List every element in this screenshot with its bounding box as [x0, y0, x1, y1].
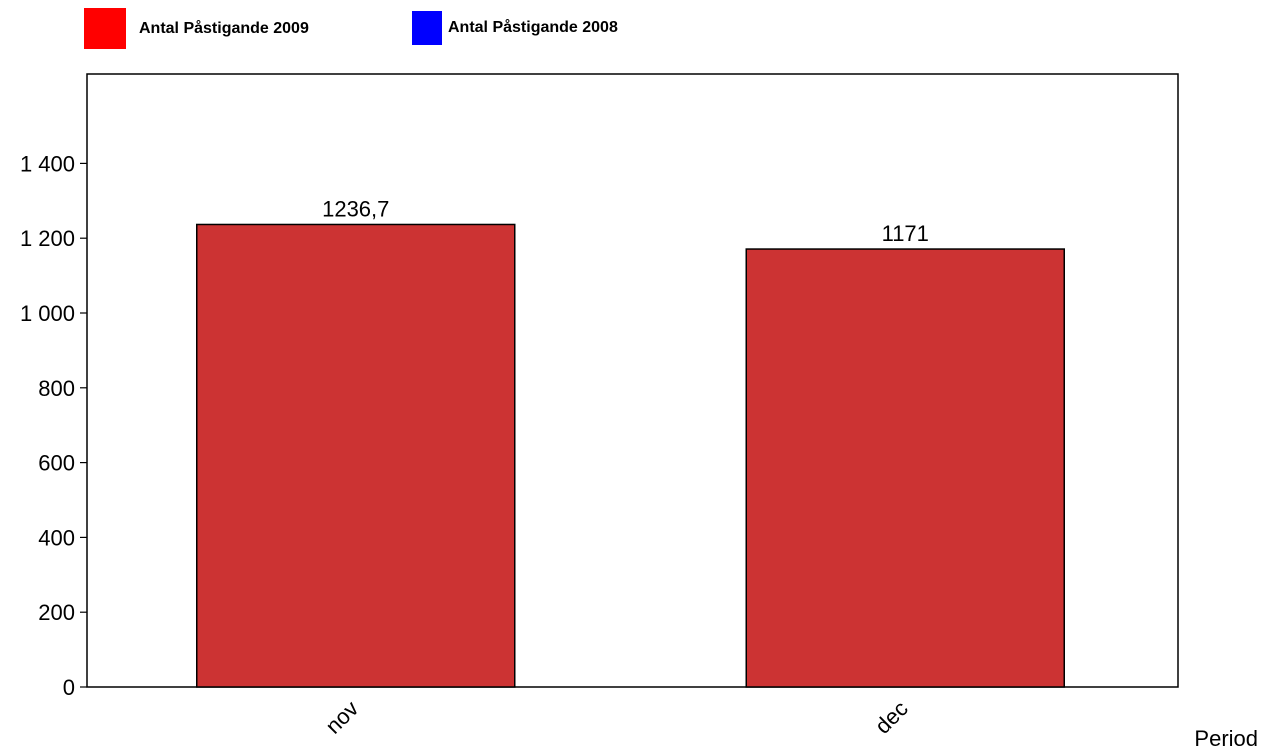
legend-swatch-blue [412, 11, 442, 45]
y-tick-label: 1 200 [20, 226, 75, 251]
y-tick-label: 800 [38, 376, 75, 401]
y-tick-label: 600 [38, 451, 75, 476]
data-label: 1171 [882, 221, 929, 246]
legend-label: Antal Påstigande 2008 [448, 19, 618, 36]
legend-item-2009: Antal Påstigande 2009 [84, 8, 309, 49]
data-label: 1236,7 [322, 196, 389, 221]
x-axis: nov dec [321, 696, 913, 739]
legend: Antal Påstigande 2009 Antal Påstigande 2… [0, 0, 1268, 60]
legend-item-2008: Antal Påstigande 2008 [412, 11, 618, 45]
y-tick-label: 200 [38, 600, 75, 625]
y-tick-label: 400 [38, 525, 75, 550]
y-tick-label: 1 000 [20, 301, 75, 326]
legend-swatch-red [84, 8, 126, 49]
y-tick-label: 0 [63, 675, 75, 700]
bar-nov [196, 223, 516, 688]
x-axis-title: Period [1194, 726, 1258, 751]
y-tick-label: 1 400 [20, 151, 75, 176]
x-tick-label: nov [321, 696, 364, 739]
bars: 1236,7 1171 [196, 196, 1065, 688]
legend-label: Antal Påstigande 2009 [139, 19, 309, 37]
x-tick-label: dec [870, 696, 913, 739]
y-axis: 0 200 400 600 800 1 000 1 200 1 400 [20, 151, 87, 700]
bar-dec [745, 248, 1065, 688]
